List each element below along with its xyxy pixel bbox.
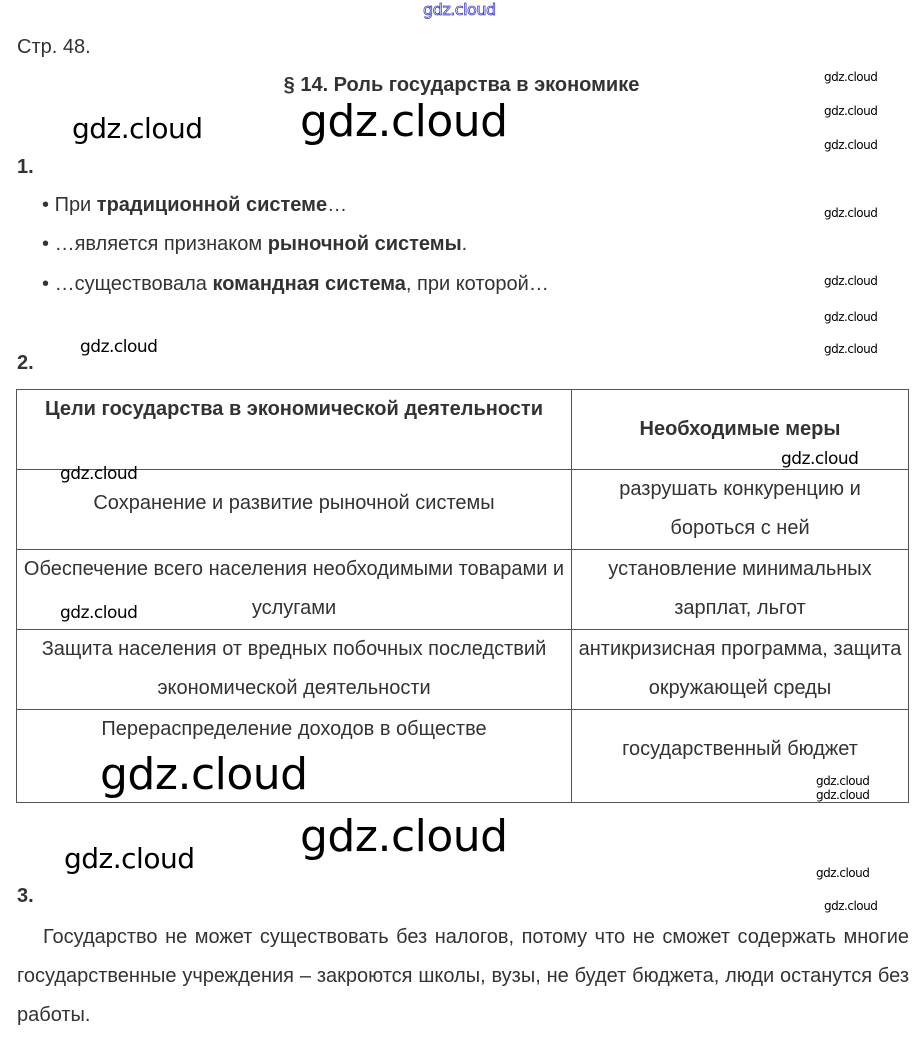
page-title: § 14. Роль государства в экономике [283, 74, 640, 96]
watermark: gdz.cloud [64, 842, 195, 875]
watermark: gdz.cloud [816, 788, 870, 802]
watermark: gdz.cloud [816, 774, 870, 788]
watermark: gdz.cloud [80, 337, 158, 357]
bullet-bold: рыночной системы [267, 233, 462, 255]
bullet-text: …существовала [54, 273, 213, 295]
bullet-text: …является признаком [54, 233, 268, 255]
bullet-text: При [54, 194, 97, 216]
watermark: gdz.cloud [824, 310, 878, 324]
bullet-text: , при которой… [405, 273, 549, 295]
header-goals: Цели государства в экономической деятель… [16, 389, 572, 470]
task-1-number: 1. [17, 156, 34, 178]
measure-cell: антикризисная программа, защита окружающ… [571, 629, 909, 710]
goals-table: Цели государства в экономической деятель… [16, 389, 909, 803]
goal-cell: Перераспределение доходов в обществе [16, 709, 572, 803]
table-row: Защита населения от вредных побочных пос… [16, 629, 909, 710]
bullet-text: . [461, 233, 468, 255]
measure-cell: государственный бюджет [571, 709, 909, 803]
watermark: gdz.cloud [72, 112, 203, 145]
watermark: gdz.cloud [824, 274, 878, 288]
goal-cell: Сохранение и развитие рыночной системы [16, 469, 572, 550]
watermark: gdz.cloud [824, 138, 878, 152]
watermark: gdz.cloud [300, 96, 508, 147]
list-item: • При традиционной системе… [42, 194, 348, 216]
bullet-bold: традиционной системе [96, 194, 328, 216]
bullet-text: … [327, 194, 348, 216]
watermark: gdz.cloud [824, 342, 878, 356]
watermark: gdz.cloud [824, 206, 878, 220]
table-row: Обеспечение всего населения необходимыми… [16, 549, 909, 630]
watermark: gdz.cloud [824, 899, 878, 913]
list-item: • …существовала командная система, при к… [42, 273, 549, 295]
watermark: gdz.cloud [816, 866, 870, 880]
watermark: gdz.cloud [824, 104, 878, 118]
table-header-row: Цели государства в экономической деятель… [16, 389, 909, 470]
task-3-number: 3. [17, 885, 34, 907]
measure-cell: разрушать конкуренцию и бороться с ней [571, 469, 909, 550]
watermark: gdz.cloud [781, 449, 859, 469]
task-3-answer: Государство не может существовать без на… [17, 926, 909, 1026]
watermark: gdz.cloud [824, 70, 878, 84]
watermark: gdz.cloud [300, 811, 508, 862]
page-label: Стр. 48. [17, 36, 91, 58]
measure-cell: установление минимальных зарплат, льгот [571, 549, 909, 630]
header-measures: Необходимые меры [571, 389, 909, 470]
table-row: Сохранение и развитие рыночной системы р… [16, 469, 909, 550]
watermark: gdz.cloud [100, 749, 308, 800]
list-item: • …является признаком рыночной системы. [42, 233, 468, 255]
watermark-top: gdz.cloud [423, 0, 497, 19]
watermark: gdz.cloud [60, 464, 138, 484]
table-row: Перераспределение доходов в обществе гос… [16, 709, 909, 803]
goal-cell: Защита населения от вредных побочных пос… [16, 629, 572, 710]
bullet-bold: командная система [212, 273, 406, 295]
task-2-number: 2. [17, 352, 34, 374]
watermark: gdz.cloud [60, 603, 138, 623]
